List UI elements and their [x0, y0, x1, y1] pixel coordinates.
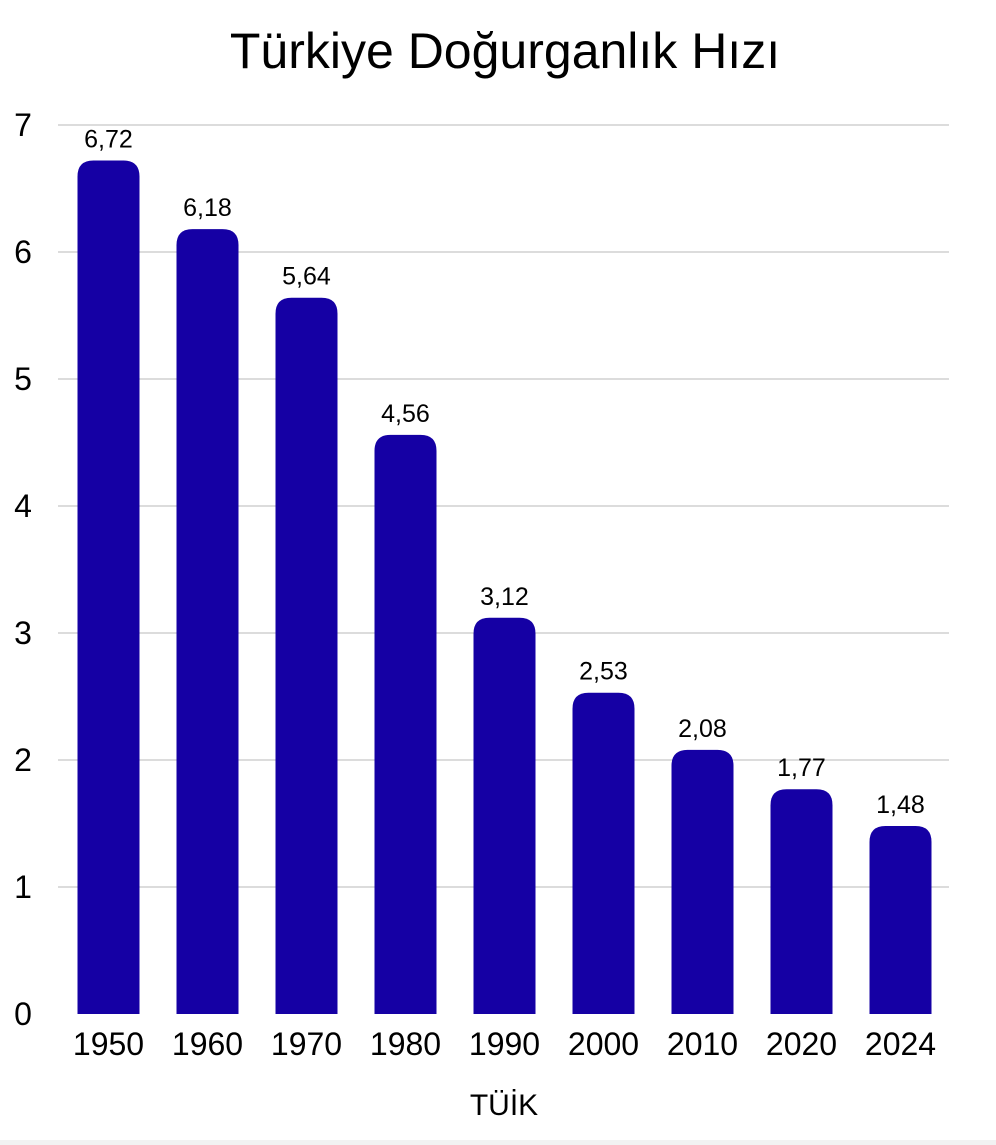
y-tick-label: 7: [14, 107, 32, 143]
bar-1980: [374, 434, 437, 1014]
data-label-2000: 2,53: [579, 658, 628, 686]
x-axis-ticks: 1950 1960 1970 1980 1990 2000 2010 2020 2024: [73, 1026, 936, 1062]
y-tick-label: 3: [14, 615, 32, 651]
data-label-2024: 1,48: [876, 791, 925, 819]
x-tick-label: 1990: [469, 1026, 540, 1062]
data-label-1990: 3,12: [480, 583, 529, 611]
x-tick-label: 2024: [865, 1026, 936, 1062]
bar-1990: [473, 617, 536, 1014]
y-tick-label: 4: [14, 488, 32, 524]
bars: [77, 160, 932, 1015]
data-label-1980: 4,56: [381, 400, 430, 428]
data-label-1970: 5,64: [282, 263, 331, 291]
y-axis-ticks: 0 1 2 3 4 5 6 7: [14, 107, 32, 1032]
x-tick-label: 2010: [667, 1026, 738, 1062]
x-tick-label: 1980: [370, 1026, 441, 1062]
x-axis-label: TÜİK: [470, 1089, 538, 1122]
y-tick-label: 2: [14, 742, 32, 778]
x-tick-label: 1960: [172, 1026, 243, 1062]
bar-1950: [77, 160, 140, 1014]
y-tick-label: 0: [14, 996, 32, 1032]
data-labels: 6,72 6,18 5,64 4,56 3,12 2,53 2,08 1,77 1,48: [84, 126, 925, 819]
x-tick-label: 1970: [271, 1026, 342, 1062]
x-tick-label: 1950: [73, 1026, 144, 1062]
bar-2020: [770, 789, 833, 1014]
bar-2024: [869, 826, 932, 1014]
data-label-1950: 6,72: [84, 126, 133, 154]
y-tick-label: 5: [14, 361, 32, 397]
bar-1960: [176, 229, 239, 1014]
y-tick-label: 6: [14, 234, 32, 270]
data-label-2010: 2,08: [678, 715, 727, 743]
x-tick-label: 2000: [568, 1026, 639, 1062]
data-label-2020: 1,77: [777, 754, 826, 782]
x-tick-label: 2020: [766, 1026, 837, 1062]
data-label-1960: 6,18: [183, 194, 232, 222]
bar-2010: [671, 749, 734, 1014]
bar-2000: [572, 692, 635, 1014]
chart-title: Türkiye Doğurganlık Hızı: [230, 23, 780, 79]
bottom-strip: [0, 1140, 996, 1145]
bar-1970: [275, 297, 338, 1015]
y-tick-label: 1: [14, 869, 32, 905]
